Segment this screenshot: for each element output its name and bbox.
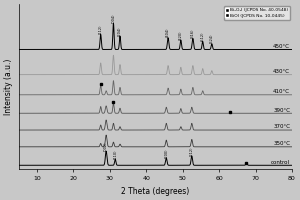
Text: (004): (004)	[111, 13, 116, 23]
Text: 370°C: 370°C	[273, 124, 290, 129]
Text: (204): (204)	[118, 26, 122, 36]
Text: 450°C: 450°C	[273, 44, 290, 49]
X-axis label: 2 Theta (degrees): 2 Theta (degrees)	[121, 187, 190, 196]
Text: (624): (624)	[210, 34, 214, 43]
Text: (110): (110)	[113, 149, 117, 159]
Text: 350°C: 350°C	[273, 141, 290, 146]
Text: 410°C: 410°C	[273, 89, 290, 94]
Legend: Bi₂O₃I (JCPDS No. 40-0548), BiOI (JCPDS No. 10-0445): Bi₂O₃I (JCPDS No. 40-0548), BiOI (JCPDS …	[224, 6, 290, 20]
Text: (420): (420)	[179, 30, 183, 40]
Text: (316): (316)	[191, 29, 195, 38]
Text: 390°C: 390°C	[273, 108, 290, 113]
Text: 430°C: 430°C	[273, 69, 290, 74]
Text: (002): (002)	[104, 141, 108, 151]
Y-axis label: Intensity (a.u.): Intensity (a.u.)	[4, 58, 13, 115]
Text: (212): (212)	[190, 146, 194, 156]
Text: (404): (404)	[166, 28, 170, 37]
Text: (512): (512)	[201, 32, 205, 41]
Text: (200): (200)	[164, 148, 168, 158]
Text: (112): (112)	[99, 25, 103, 34]
Text: control: control	[271, 160, 290, 165]
